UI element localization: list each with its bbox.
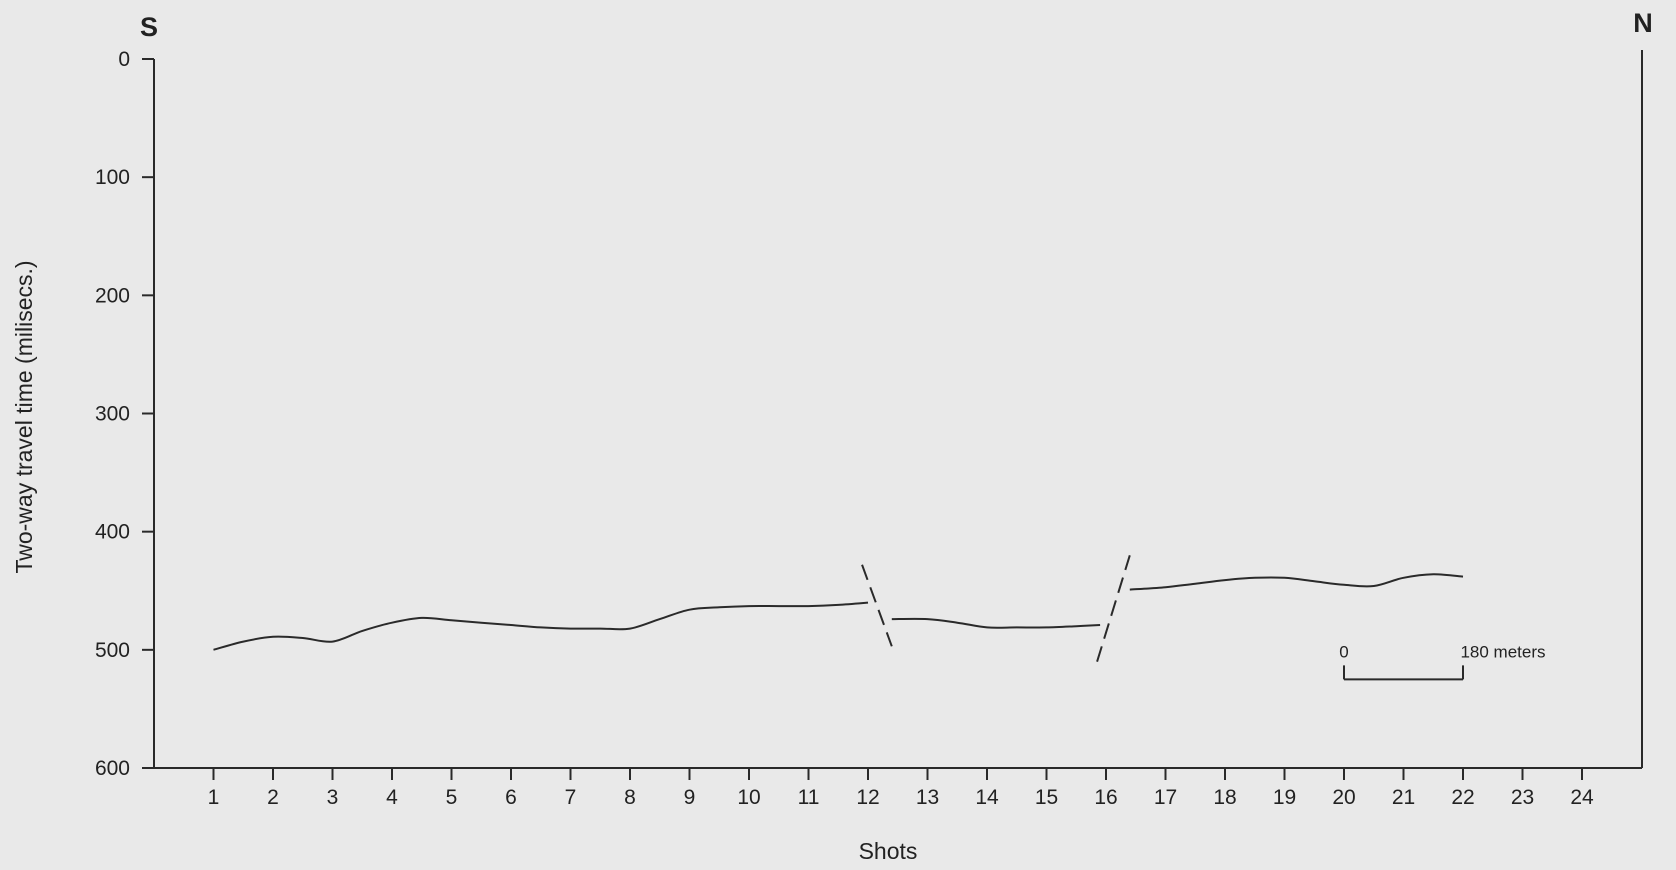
x-axis-ticks: 1 2 3 4 5 6 7 8 9 10 11 12 13 14 15 16 17 18 19 20 21 22 23 24 bbox=[208, 768, 1594, 809]
x-tick-label: 9 bbox=[684, 786, 696, 809]
fault-break-line bbox=[861, 564, 893, 647]
x-tick-label: 22 bbox=[1451, 786, 1474, 809]
x-tick-label: 13 bbox=[916, 786, 939, 809]
x-tick-label: 7 bbox=[565, 786, 577, 809]
x-tick-label: 8 bbox=[624, 786, 636, 809]
x-tick-label: 15 bbox=[1035, 786, 1058, 809]
x-tick-label: 24 bbox=[1570, 786, 1594, 809]
x-tick-label: 2 bbox=[267, 786, 279, 809]
x-axis-title: Shots bbox=[859, 838, 918, 864]
y-tick-label: 600 bbox=[95, 757, 130, 780]
x-tick-label: 14 bbox=[975, 786, 999, 809]
reflector-segment-1 bbox=[213, 601, 869, 651]
x-tick-label: 19 bbox=[1273, 786, 1296, 809]
x-tick-label: 17 bbox=[1154, 786, 1177, 809]
y-tick-label: 500 bbox=[95, 639, 130, 662]
axes bbox=[153, 50, 1643, 769]
scale-bar-left-label: 0 bbox=[1339, 642, 1348, 661]
x-tick-label: 21 bbox=[1392, 786, 1415, 809]
x-tick-label: 1 bbox=[208, 786, 220, 809]
y-tick-label: 200 bbox=[95, 284, 130, 307]
fault-breaks bbox=[861, 555, 1131, 662]
x-tick-label: 10 bbox=[737, 786, 760, 809]
y-tick-label: 100 bbox=[95, 166, 130, 189]
x-tick-label: 20 bbox=[1332, 786, 1355, 809]
x-tick-label: 6 bbox=[505, 786, 517, 809]
x-tick-label: 16 bbox=[1094, 786, 1117, 809]
y-axis-title: Two-way travel time (milisecs.) bbox=[11, 260, 37, 573]
scale-bar: 0 180 meters bbox=[1339, 642, 1546, 681]
y-tick-label: 400 bbox=[95, 521, 130, 544]
x-tick-label: 23 bbox=[1511, 786, 1534, 809]
y-tick-label: 0 bbox=[118, 48, 130, 71]
data-series bbox=[213, 573, 1464, 651]
reflector-segment-3 bbox=[1129, 573, 1464, 591]
scale-bar-right-label: 180 meters bbox=[1460, 642, 1545, 661]
direction-label-north: N bbox=[1633, 8, 1653, 38]
x-tick-label: 18 bbox=[1213, 786, 1236, 809]
direction-label-south: S bbox=[140, 12, 158, 42]
x-tick-label: 5 bbox=[446, 786, 458, 809]
x-tick-label: 3 bbox=[327, 786, 339, 809]
x-tick-label: 12 bbox=[856, 786, 879, 809]
y-axis-ticks: 0 100 200 300 400 500 600 bbox=[95, 48, 154, 780]
x-tick-label: 11 bbox=[798, 786, 820, 809]
reflector-segment-2 bbox=[891, 617, 1101, 629]
y-tick-label: 300 bbox=[95, 403, 130, 426]
fault-break-line bbox=[1096, 555, 1131, 662]
x-tick-label: 4 bbox=[386, 786, 398, 809]
